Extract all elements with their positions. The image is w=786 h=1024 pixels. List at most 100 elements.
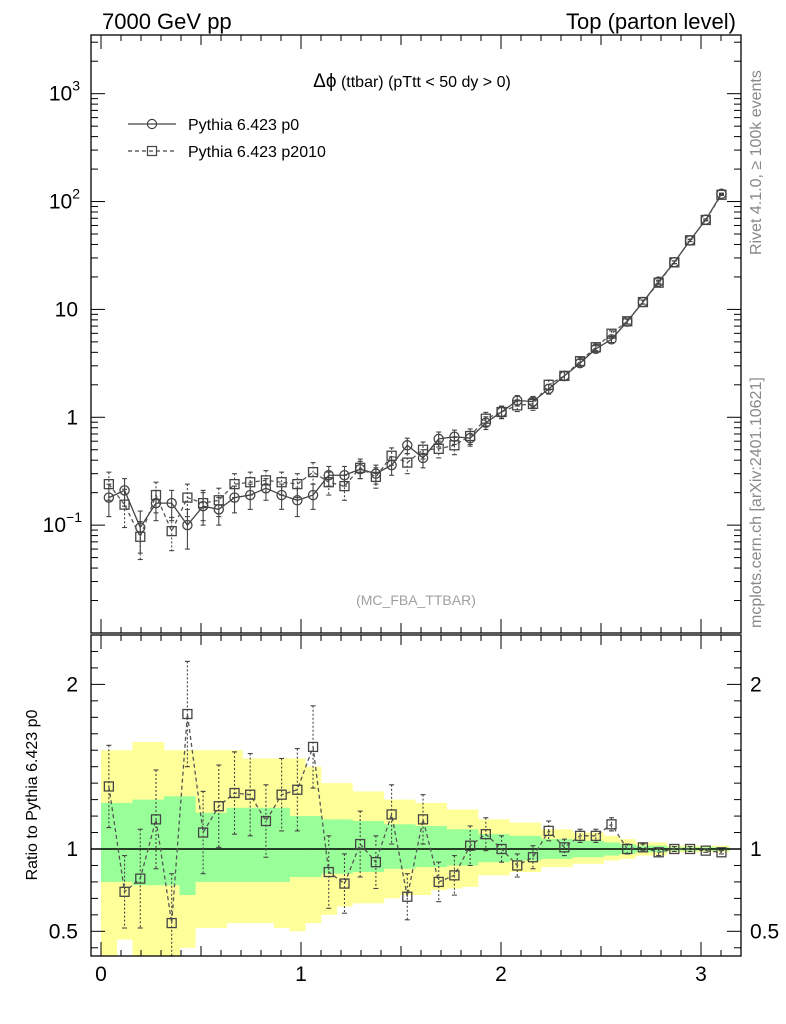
side-label-top: Rivet 4.1.0, ≥ 100k events bbox=[748, 70, 765, 255]
uncertainty-band-green bbox=[336, 819, 353, 874]
ratio-data-point bbox=[229, 787, 240, 799]
header-left-title: 7000 GeV pp bbox=[102, 9, 232, 34]
uncertainty-band-green bbox=[226, 807, 243, 882]
ratio-data-point bbox=[292, 784, 303, 795]
uncertainty-band-green bbox=[305, 816, 322, 877]
main-y-tick-label: 10 bbox=[55, 298, 78, 321]
side-label-bottom: mcplots.cern.ch [arXiv:2401.10621] bbox=[748, 377, 765, 628]
data-point-p2010 bbox=[449, 440, 460, 451]
ratio-data-point bbox=[166, 917, 177, 929]
data-point-p2010 bbox=[119, 499, 130, 510]
data-point-p2010 bbox=[637, 296, 649, 308]
data-point-p2010 bbox=[323, 477, 334, 488]
ratio-frame bbox=[90, 634, 742, 957]
data-point-p2010 bbox=[574, 356, 586, 367]
data-point-p2010 bbox=[590, 342, 601, 353]
uncertainty-band-green bbox=[163, 796, 180, 886]
uncertainty-band-green bbox=[320, 819, 338, 874]
ratio-data-point bbox=[590, 830, 601, 841]
data-point-p0 bbox=[276, 489, 287, 501]
header-right-title: Top (parton level) bbox=[566, 9, 736, 34]
data-point-p2010 bbox=[370, 471, 382, 483]
main-y-tick-label: 102 bbox=[49, 186, 80, 214]
uncertainty-band-green bbox=[101, 802, 118, 882]
ratio-data-point bbox=[182, 708, 193, 720]
ratio-data-point bbox=[684, 843, 696, 855]
ratio-data-point bbox=[637, 842, 649, 853]
ratio-data-point bbox=[197, 827, 209, 838]
ratio-y-tick-label-left: 2 bbox=[66, 673, 78, 696]
main-y-tick-label: 10−1 bbox=[43, 509, 83, 537]
data-point-p2010 bbox=[417, 444, 429, 455]
ratio-data-point bbox=[402, 891, 413, 902]
ratio-data-point bbox=[559, 842, 570, 853]
uncertainty-band-green bbox=[478, 834, 495, 863]
ratio-data-point bbox=[150, 814, 162, 825]
title-symbol: Δϕ bbox=[313, 71, 336, 92]
data-point-p2010 bbox=[245, 477, 256, 488]
data-point-p0 bbox=[323, 470, 335, 481]
data-point-p2010 bbox=[606, 328, 617, 339]
ratio-data-point bbox=[449, 870, 460, 881]
x-tick-label: 3 bbox=[695, 963, 707, 986]
x-tick-label: 1 bbox=[295, 963, 307, 986]
ratio-data-point bbox=[339, 878, 350, 889]
watermark: (MC_FBA_TTBAR) bbox=[356, 592, 476, 608]
data-point-p2010 bbox=[559, 370, 570, 382]
data-point-p2010 bbox=[276, 477, 287, 488]
data-point-p2010 bbox=[653, 277, 664, 288]
data-point-p2010 bbox=[622, 316, 633, 327]
data-point-p2010 bbox=[496, 406, 507, 418]
series-line-p0 bbox=[108, 193, 723, 529]
data-point-p2010 bbox=[480, 413, 491, 424]
uncertainty-band-green bbox=[242, 807, 259, 882]
ratio-y-tick-label-left: 1 bbox=[66, 838, 78, 861]
data-point-p2010 bbox=[543, 379, 554, 390]
ratio-data-point bbox=[370, 857, 382, 868]
ratio-data-point bbox=[386, 809, 397, 820]
data-point-p0 bbox=[433, 433, 444, 445]
ratio-data-point bbox=[480, 829, 491, 840]
x-tick-label: 2 bbox=[495, 963, 507, 986]
ratio-data-point bbox=[716, 847, 727, 858]
data-point-p2010 bbox=[135, 531, 146, 542]
legend-marker-p2010 bbox=[146, 145, 158, 157]
data-point-p0 bbox=[307, 489, 319, 501]
legend-marker-p0 bbox=[146, 118, 158, 130]
data-point-p2010 bbox=[700, 214, 711, 226]
main-y-tick-label: 103 bbox=[49, 78, 80, 106]
data-point-p0 bbox=[606, 334, 617, 345]
data-point-p2010 bbox=[464, 430, 476, 442]
data-point-p2010 bbox=[339, 480, 350, 492]
ratio-data-point bbox=[276, 789, 287, 800]
data-point-p2010 bbox=[213, 495, 224, 506]
data-point-p0 bbox=[166, 497, 177, 509]
data-point-p2010 bbox=[433, 443, 444, 454]
ratio-data-point bbox=[433, 876, 444, 888]
ratio-y-tick-label-right: 0.5 bbox=[750, 920, 779, 943]
ratio-data-point bbox=[527, 852, 539, 863]
ratio-data-point bbox=[355, 838, 366, 850]
ratio-y-tick-label-right: 1 bbox=[750, 838, 762, 861]
legend-label-p2010: Pythia 6.423 p2010 bbox=[188, 144, 326, 161]
ratio-y-tick-label-left: 0.5 bbox=[49, 920, 78, 943]
ratio-axis-ticks bbox=[91, 635, 741, 956]
ratio-data-point bbox=[496, 843, 507, 855]
ratio-data-point bbox=[213, 801, 224, 812]
uncertainty-band-green bbox=[179, 796, 196, 896]
main-y-tick-labels: 10−1 1 10 102 103 bbox=[43, 78, 83, 537]
data-point-p2010 bbox=[260, 475, 272, 486]
data-point-p2010 bbox=[229, 478, 240, 490]
main-chart-marks bbox=[103, 188, 727, 561]
data-point-p0 bbox=[244, 489, 256, 501]
uncertainty-band-green bbox=[399, 824, 416, 869]
data-point-p2010 bbox=[684, 235, 696, 246]
data-point-p2010 bbox=[166, 525, 177, 537]
data-point-p2010 bbox=[402, 457, 413, 468]
data-point-p2010 bbox=[527, 398, 539, 410]
uncertainty-band-green bbox=[289, 816, 306, 877]
data-point-p0 bbox=[417, 452, 429, 464]
uncertainty-band-green bbox=[273, 807, 290, 882]
data-point-p2010 bbox=[292, 478, 303, 490]
